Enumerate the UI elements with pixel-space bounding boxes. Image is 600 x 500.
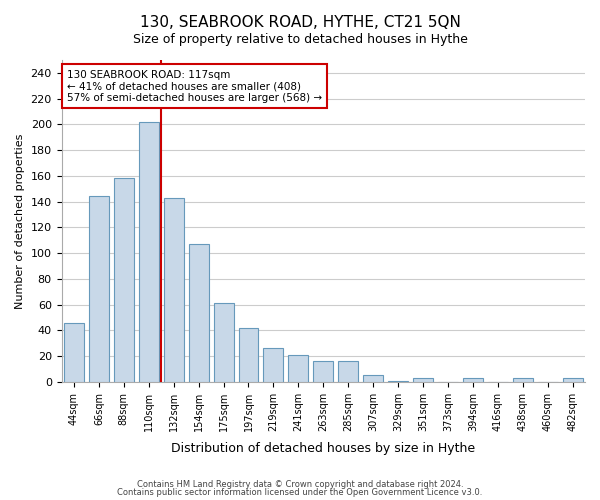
Bar xyxy=(188,244,209,382)
Bar xyxy=(338,361,358,382)
Text: Contains public sector information licensed under the Open Government Licence v3: Contains public sector information licen… xyxy=(118,488,482,497)
X-axis label: Distribution of detached houses by size in Hythe: Distribution of detached houses by size … xyxy=(171,442,475,455)
Bar xyxy=(114,178,134,382)
Bar xyxy=(239,328,259,382)
Text: Contains HM Land Registry data © Crown copyright and database right 2024.: Contains HM Land Registry data © Crown c… xyxy=(137,480,463,489)
Text: 130, SEABROOK ROAD, HYTHE, CT21 5QN: 130, SEABROOK ROAD, HYTHE, CT21 5QN xyxy=(140,15,460,30)
Bar xyxy=(313,361,333,382)
Bar xyxy=(513,378,533,382)
Bar xyxy=(413,378,433,382)
Bar xyxy=(214,304,233,382)
Bar xyxy=(89,196,109,382)
Bar xyxy=(388,380,408,382)
Bar xyxy=(263,348,283,382)
Bar xyxy=(64,322,84,382)
Bar xyxy=(363,376,383,382)
Bar xyxy=(139,122,159,382)
Text: 130 SEABROOK ROAD: 117sqm
← 41% of detached houses are smaller (408)
57% of semi: 130 SEABROOK ROAD: 117sqm ← 41% of detac… xyxy=(67,70,322,103)
Text: Size of property relative to detached houses in Hythe: Size of property relative to detached ho… xyxy=(133,32,467,46)
Bar xyxy=(289,355,308,382)
Bar xyxy=(463,378,483,382)
Bar xyxy=(164,198,184,382)
Bar xyxy=(563,378,583,382)
Y-axis label: Number of detached properties: Number of detached properties xyxy=(15,133,25,308)
